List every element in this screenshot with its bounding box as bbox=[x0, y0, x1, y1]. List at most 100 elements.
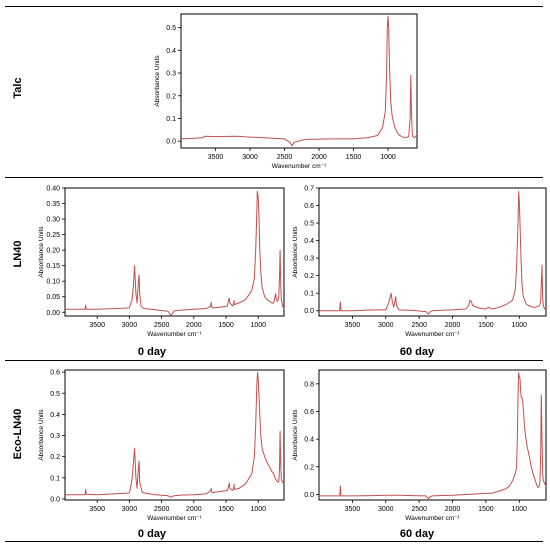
x-axis-label: Wavenumber cm⁻¹ bbox=[147, 331, 202, 338]
y-tick-label: 0.30 bbox=[46, 217, 60, 224]
y-tick-label: 0.5 bbox=[304, 221, 314, 228]
y-tick-label: 0.0 bbox=[166, 139, 176, 146]
y-tick-label: 0.4 bbox=[166, 48, 176, 55]
separator-1 bbox=[5, 177, 543, 178]
chart-talc: 0.0 0.1 0.2 0.3 0.4 0.5 3500 3000 2500 2000 1500 10… bbox=[154, 13, 418, 170]
y-tick-label: 0.3 bbox=[50, 433, 60, 440]
x-axis-label: Wavenumber cm⁻¹ bbox=[272, 163, 327, 170]
y-tick-label: 0.7 bbox=[304, 186, 314, 193]
x-tick-label: 1000 bbox=[380, 154, 396, 161]
y-tick-label: 0.2 bbox=[50, 454, 60, 461]
y-axis-label: Absorbance Units bbox=[292, 409, 299, 461]
x-tick-label: 1500 bbox=[218, 322, 234, 329]
chart-ln40-60-day: 0.0 0.1 0.2 0.3 0.4 0.5 0.6 0.7 3500 3000 2500 2000… bbox=[292, 186, 547, 338]
y-tick-label: 0.2 bbox=[166, 93, 176, 100]
y-tick-label: 0.40 bbox=[46, 186, 60, 193]
x-tick-label: 2000 bbox=[445, 322, 461, 329]
row-label-talc: Talc bbox=[12, 77, 24, 99]
x-tick-label: 1500 bbox=[478, 506, 494, 513]
y-tick-label: 0.00 bbox=[46, 310, 60, 317]
y-tick-label: 0.5 bbox=[166, 25, 176, 32]
spectrum-line bbox=[319, 191, 547, 315]
y-axis-label: Absorbance Units bbox=[38, 409, 45, 461]
y-tick-label: 0.0 bbox=[304, 308, 314, 315]
y-tick-label: 0.0 bbox=[304, 492, 314, 499]
y-tick-label: 0.05 bbox=[46, 294, 60, 301]
y-tick-label: 0.6 bbox=[304, 409, 314, 416]
spectrum-line bbox=[65, 371, 285, 498]
x-axis-label: Wavenumber cm⁻¹ bbox=[147, 515, 202, 522]
separator-bottom bbox=[5, 541, 543, 542]
plot-frame bbox=[64, 187, 285, 317]
y-axis-label: Absorbance Units bbox=[292, 226, 299, 278]
y-tick-label: 0.6 bbox=[50, 370, 60, 377]
x-axis-label: Wavenumber cm⁻¹ bbox=[405, 331, 460, 338]
x-tick-label: 3500 bbox=[89, 322, 105, 329]
x-tick-label: 3000 bbox=[122, 506, 138, 513]
chart-eco-ln40-0-day: 0.0 0.1 0.2 0.3 0.4 0.5 0.6 3500 3000 2500 2000 150… bbox=[38, 369, 285, 522]
x-tick-label: 2000 bbox=[186, 506, 202, 513]
y-tick-label: 0.1 bbox=[304, 291, 314, 298]
x-tick-label: 2500 bbox=[277, 154, 293, 161]
day-label-ln40-60: 60 day bbox=[399, 346, 435, 358]
y-axis-label: Absorbance Units bbox=[38, 226, 45, 278]
x-tick-label: 3000 bbox=[378, 506, 394, 513]
row-label-eco-ln40: Eco-LN40 bbox=[12, 408, 24, 460]
x-tick-label: 1500 bbox=[478, 322, 494, 329]
x-tick-label: 2500 bbox=[154, 322, 170, 329]
x-tick-label: 1500 bbox=[346, 154, 362, 161]
y-tick-label: 0.25 bbox=[46, 232, 60, 239]
x-tick-label: 1000 bbox=[512, 506, 528, 513]
x-tick-label: 2000 bbox=[186, 322, 202, 329]
y-tick-label: 0.4 bbox=[304, 437, 314, 444]
y-tick-label: 0.20 bbox=[46, 248, 60, 255]
y-tick-label: 0.10 bbox=[46, 279, 60, 286]
day-label-eco-0: 0 day bbox=[137, 528, 167, 540]
x-tick-label: 2500 bbox=[411, 322, 427, 329]
x-tick-label: 1500 bbox=[218, 506, 234, 513]
x-tick-label: 2500 bbox=[154, 506, 170, 513]
x-tick-label: 2500 bbox=[411, 506, 427, 513]
chart-eco-ln40-60-day: 0.0 0.2 0.4 0.6 0.8 3500 3000 2500 2000 1500 1000 W… bbox=[292, 369, 547, 522]
x-tick-label: 3500 bbox=[208, 154, 224, 161]
day-label-eco-60: 60 day bbox=[399, 528, 435, 540]
x-tick-label: 3500 bbox=[345, 506, 361, 513]
x-tick-label: 3000 bbox=[378, 322, 394, 329]
y-tick-label: 0.1 bbox=[166, 116, 176, 123]
plot-frame bbox=[64, 369, 285, 501]
x-tick-label: 3000 bbox=[242, 154, 258, 161]
x-tick-label: 3500 bbox=[89, 506, 105, 513]
y-tick-label: 0.2 bbox=[304, 273, 314, 280]
x-axis-label: Wavenumber cm⁻¹ bbox=[405, 515, 460, 522]
plot-frame bbox=[318, 187, 547, 317]
y-tick-label: 0.6 bbox=[304, 203, 314, 210]
separator-2 bbox=[5, 360, 543, 361]
x-tick-label: 2000 bbox=[445, 506, 461, 513]
y-tick-label: 0.2 bbox=[304, 464, 314, 471]
x-tick-label: 2000 bbox=[311, 154, 327, 161]
x-tick-label: 1000 bbox=[250, 322, 266, 329]
y-axis-label: Absorbance Units bbox=[154, 55, 161, 107]
day-label-ln40-0: 0 day bbox=[137, 346, 167, 358]
y-tick-label: 0.1 bbox=[50, 475, 60, 482]
y-tick-label: 0.0 bbox=[50, 496, 60, 503]
y-tick-label: 0.4 bbox=[50, 412, 60, 419]
plot-frame bbox=[318, 369, 547, 501]
y-tick-label: 0.5 bbox=[50, 391, 60, 398]
y-tick-label: 0.4 bbox=[304, 238, 314, 245]
y-tick-label: 0.15 bbox=[46, 263, 60, 270]
spectrum-line bbox=[180, 15, 418, 147]
chart-ln40-0-day: 0.00 0.05 0.10 0.15 0.20 0.25 0.30 0.35 0.40 3500… bbox=[38, 186, 285, 338]
spectrum-line bbox=[319, 372, 547, 500]
plot-frame bbox=[180, 13, 418, 149]
y-tick-label: 0.35 bbox=[46, 201, 60, 208]
separator-top bbox=[5, 6, 543, 7]
y-tick-label: 0.8 bbox=[304, 381, 314, 388]
x-tick-label: 3000 bbox=[122, 322, 138, 329]
row-label-ln40: LN40 bbox=[12, 240, 24, 268]
y-tick-label: 0.3 bbox=[166, 71, 176, 78]
x-tick-label: 3500 bbox=[345, 322, 361, 329]
x-tick-label: 1000 bbox=[512, 322, 528, 329]
y-tick-label: 0.3 bbox=[304, 256, 314, 263]
spectrum-line bbox=[65, 190, 285, 316]
